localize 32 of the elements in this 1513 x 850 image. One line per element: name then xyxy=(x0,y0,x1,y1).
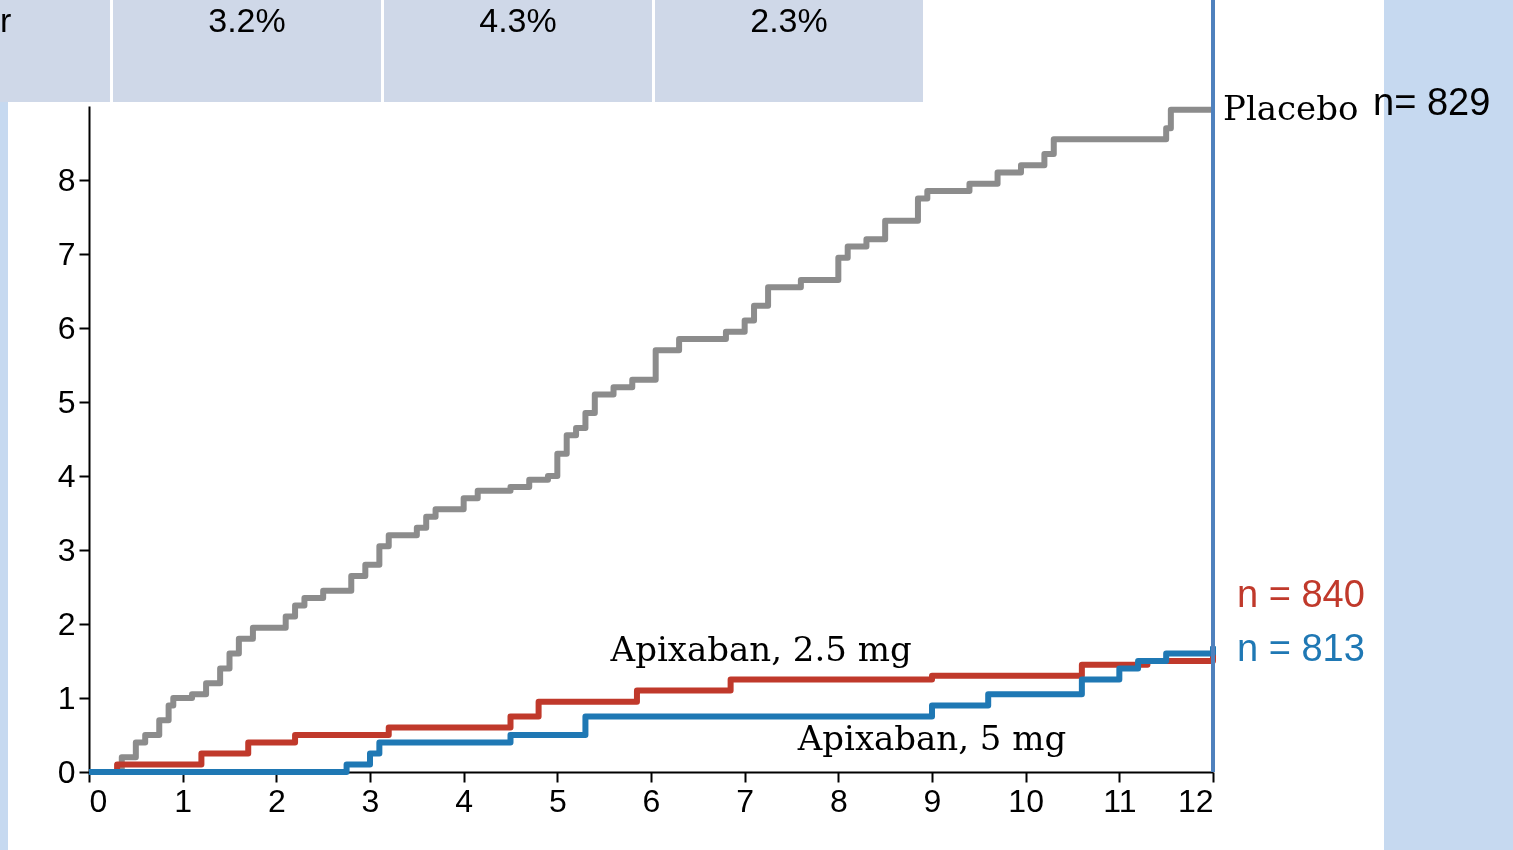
text: n= 829 xyxy=(1373,80,1491,123)
text: 3.2% xyxy=(113,0,381,102)
x-tick-label: 2 xyxy=(267,782,286,819)
x-tick-label: 1 xyxy=(174,782,193,819)
x-tick-label: 11 xyxy=(1103,782,1137,819)
text: n = 813 xyxy=(1237,627,1365,670)
y-tick-label: 8 xyxy=(57,161,76,198)
x-tick-label: 7 xyxy=(736,782,755,819)
x-tick-label: 10 xyxy=(1008,782,1044,819)
x-tick-label: 5 xyxy=(548,782,567,819)
y-tick-label: 6 xyxy=(57,309,76,346)
y-tick-label: 1 xyxy=(57,679,76,716)
series-label: Apixaban, 2.5 mg xyxy=(609,628,912,669)
text: r xyxy=(0,0,110,102)
y-tick-label: 0 xyxy=(57,753,76,790)
x-tick-label: 8 xyxy=(829,782,848,819)
series-label: Placebo xyxy=(1223,87,1359,128)
x-tick-label: 3 xyxy=(361,782,380,819)
text: 4.3% xyxy=(384,0,652,102)
series-label: Apixaban, 5 mg xyxy=(796,718,1067,759)
y-tick-label: 3 xyxy=(57,531,76,568)
text: 2.3% xyxy=(655,0,923,102)
x-tick-label: 0 xyxy=(89,782,108,819)
y-tick-label: 4 xyxy=(57,457,76,494)
x-tick-label: 9 xyxy=(923,782,942,819)
x-tick-label: 12 xyxy=(1177,782,1214,819)
y-tick-label: 5 xyxy=(57,383,76,420)
y-tick-label: 7 xyxy=(57,235,76,272)
text: n = 840 xyxy=(1237,572,1365,615)
x-tick-label: 6 xyxy=(642,782,661,819)
x-tick-label: 4 xyxy=(455,782,474,819)
y-tick-label: 2 xyxy=(57,605,76,642)
